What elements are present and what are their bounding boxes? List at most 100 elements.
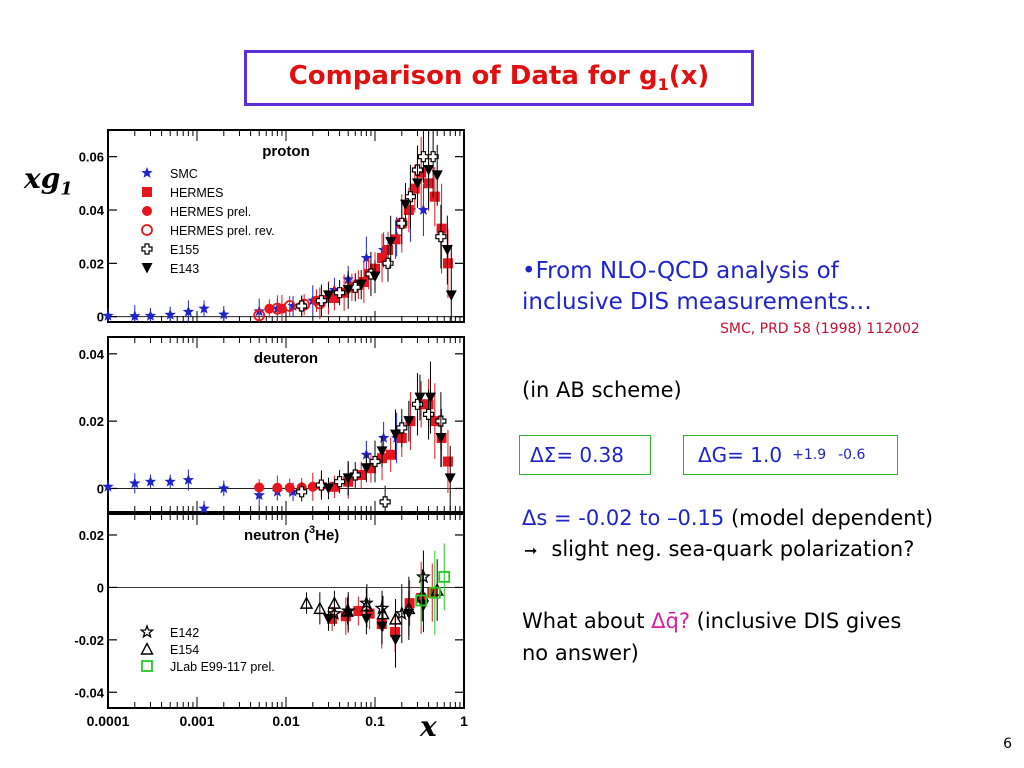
data-point <box>333 476 346 488</box>
series-e143 <box>322 361 456 511</box>
data-point <box>329 293 340 303</box>
data-point <box>427 151 439 163</box>
data-point <box>444 473 456 484</box>
data-point <box>442 258 453 269</box>
panel-title: neutron (3He) <box>244 524 339 544</box>
series-e142 <box>326 550 431 644</box>
data-point <box>442 456 453 467</box>
data-point <box>417 151 430 163</box>
slide-title: Comparison of Data for g1(x) <box>289 61 710 94</box>
legend-label: SMC <box>170 167 198 181</box>
y-tick-label: 0.04 <box>79 203 105 218</box>
legend-marker <box>142 206 152 216</box>
data-point <box>218 308 230 320</box>
data-point <box>144 309 157 321</box>
data-point <box>307 481 318 492</box>
arrow-line: ➞ slight neg. sea-quark polarization? <box>524 537 914 561</box>
data-point <box>390 634 402 646</box>
data-point <box>315 479 328 491</box>
legend-label: E142 <box>170 626 199 640</box>
series-e155 <box>296 373 447 512</box>
y-axis-label-sub: 1 <box>60 178 73 200</box>
panel-deuteron: 0 0.02 0.04 deuteron <box>79 336 465 514</box>
panel-proton: 0 0.02 0.04 0.06 proton SMC HERMES HERMES prel.… <box>79 129 465 325</box>
delta-s-note: (model dependent) <box>730 506 934 530</box>
y-axis-label-main: xg <box>24 162 61 195</box>
series-jlab-e99-117-prel- <box>415 543 451 635</box>
data-point <box>360 598 374 612</box>
x-axis-label: x <box>420 710 437 743</box>
y-tick-label: 0.04 <box>79 347 105 362</box>
series-hermes-prel- <box>254 472 327 501</box>
delta-g-plus-error: +1.9 <box>792 447 827 463</box>
y-tick-label: 0 <box>97 580 104 595</box>
data-point <box>296 486 308 498</box>
y-tick-label: 0.02 <box>79 528 104 543</box>
series-e143 <box>322 579 429 668</box>
data-point <box>394 605 410 621</box>
legend-marker <box>141 224 153 236</box>
data-point <box>129 310 141 321</box>
data-point <box>376 606 390 620</box>
data-point <box>322 483 334 494</box>
series-hermes-prel-rev- <box>253 287 326 322</box>
y-tick-label: 0 <box>97 310 104 325</box>
data-point <box>164 308 176 320</box>
legend-label: HERMES prel. rev. <box>170 224 275 238</box>
data-point <box>415 569 431 584</box>
delta-g-minus-error: -0.6 <box>838 447 866 463</box>
delta-sigma-box: ΔΣ= 0.38 <box>519 435 651 475</box>
title-suffix: (x) <box>668 61 710 92</box>
delta-s-value: Δs = -0.02 to –0.15 <box>522 506 725 530</box>
data-point <box>296 300 308 312</box>
data-point <box>415 594 428 607</box>
data-point <box>445 290 457 301</box>
data-point <box>102 309 114 321</box>
data-point <box>402 601 416 615</box>
data-point <box>411 178 423 189</box>
legend-label: JLab E99-117 prel. <box>170 660 275 674</box>
data-point <box>438 571 451 583</box>
panel-title: proton <box>262 143 309 160</box>
data-point <box>429 416 440 427</box>
data-point <box>129 477 141 489</box>
data-point <box>322 290 334 301</box>
data-point <box>253 309 266 322</box>
data-point <box>364 608 375 619</box>
legend-marker <box>141 660 153 672</box>
data-point <box>385 449 396 460</box>
legend-marker <box>139 624 155 639</box>
data-point <box>340 603 355 617</box>
title-subscript: 1 <box>657 75 669 95</box>
data-point <box>388 611 403 625</box>
data-point <box>376 621 388 633</box>
data-point <box>399 199 411 211</box>
data-point <box>436 223 447 234</box>
bullet-line-1: •From NLO-QCD analysis of <box>522 258 839 284</box>
legend: E142 E154 JLab E99-117 prel. <box>139 624 275 674</box>
data-point <box>144 475 157 487</box>
x-tick-label: 0.1 <box>365 713 385 729</box>
data-point <box>315 295 328 307</box>
data-point <box>218 482 230 494</box>
data-point <box>198 302 210 314</box>
data-point <box>164 475 176 487</box>
delta-sigma-value: ΔΣ= 0.38 <box>530 443 624 467</box>
data-point <box>333 287 346 299</box>
data-point <box>424 392 436 404</box>
what-about-line: What about Δq̄? (inclusive DIS gives <box>522 609 901 633</box>
data-point <box>299 596 314 609</box>
data-point <box>435 231 447 243</box>
legend-marker <box>141 243 153 255</box>
y-tick-label: 0.02 <box>79 414 104 429</box>
x-tick-label: 0.001 <box>179 713 214 729</box>
what-about-prefix: What about <box>522 609 652 633</box>
legend-marker <box>141 263 153 274</box>
legend-marker <box>140 641 154 655</box>
data-point <box>326 605 342 621</box>
data-point <box>414 392 426 404</box>
data-point <box>423 165 435 176</box>
data-point <box>340 603 356 618</box>
y-tick-label: 0.02 <box>79 256 104 271</box>
what-about-suffix: (inclusive DIS gives <box>689 609 902 633</box>
